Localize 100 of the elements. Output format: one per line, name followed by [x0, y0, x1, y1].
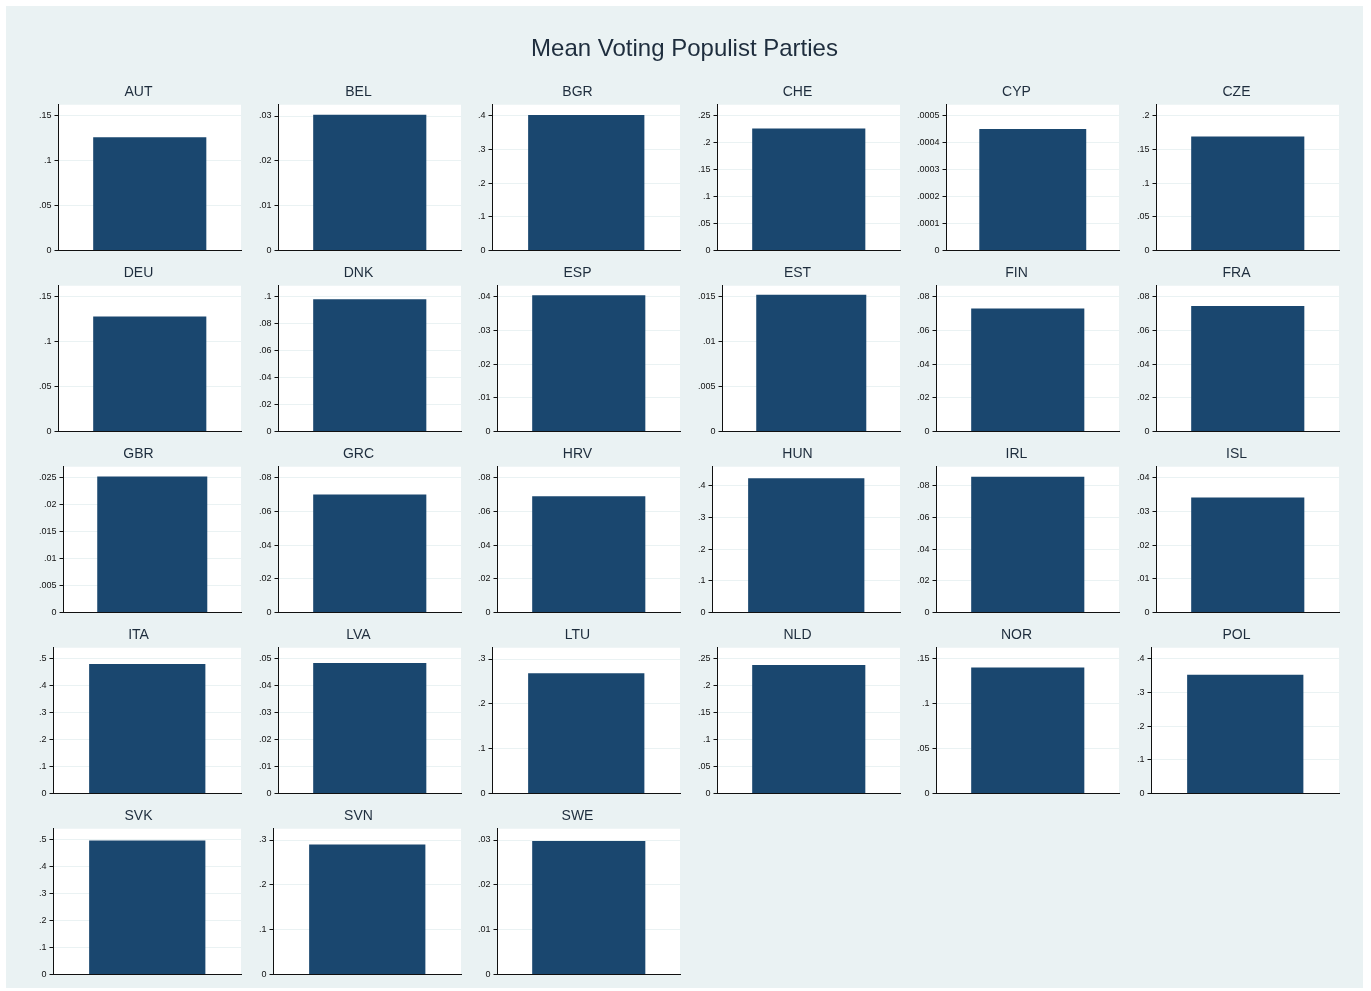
y-tick-label: .03 — [1136, 506, 1150, 517]
y-tick-label: .2 — [258, 879, 267, 890]
y-tick-label: .01 — [44, 553, 57, 564]
chart-title: CHE — [782, 83, 812, 100]
y-tick-label: .02 — [917, 392, 930, 403]
y-tick-label: .4 — [38, 680, 47, 691]
y-tick-label: .25 — [697, 110, 711, 121]
y-tick-label: .2 — [38, 734, 47, 745]
y-tick-label: .3 — [697, 512, 706, 522]
y-tick-label: .02 — [44, 499, 57, 510]
y-tick-label: 0 — [41, 788, 47, 799]
y-tick-label: .03 — [478, 834, 491, 845]
y-tick-label: .02 — [1136, 392, 1150, 403]
chart-title: LTU — [564, 626, 591, 643]
y-tick-label: 0 — [480, 788, 486, 799]
y-tick-label: .5 — [38, 834, 47, 845]
y-tick-label: .01 — [702, 336, 716, 347]
chart-title: NLD — [782, 626, 812, 643]
y-tick-label: .06 — [917, 324, 930, 335]
y-tick-label: .05 — [258, 653, 272, 664]
y-tick-label: .05 — [697, 761, 711, 772]
chart-title: AUT — [124, 83, 153, 100]
y-tick-label: .01 — [258, 200, 272, 211]
y-tick-label: 0 — [924, 788, 930, 799]
chart-title: SWE — [561, 807, 594, 824]
y-tick-label: .15 — [697, 707, 711, 718]
y-tick-label: .15 — [1136, 143, 1150, 154]
y-tick-label: .4 — [697, 480, 706, 491]
y-tick-label: .15 — [39, 110, 52, 121]
y-tick-label: .1 — [1141, 177, 1150, 188]
y-tick-label: .15 — [917, 653, 930, 664]
y-tick-label: 0 — [705, 788, 711, 799]
chart-title: DNK — [343, 264, 374, 281]
y-tick-label: .005 — [697, 381, 716, 392]
y-tick-label: .015 — [38, 526, 57, 537]
y-tick-label: 0 — [485, 969, 491, 980]
y-tick-label: .25 — [697, 653, 711, 664]
chart-title: SVK — [124, 807, 154, 824]
y-tick-label: .03 — [258, 110, 272, 121]
y-tick-label: .02 — [258, 734, 272, 745]
y-tick-label: .04 — [917, 358, 930, 369]
y-tick-label: .1 — [258, 924, 267, 935]
y-tick-label: .2 — [702, 680, 711, 691]
y-tick-label: 0 — [934, 245, 940, 256]
chart-title: IRL — [1005, 445, 1028, 462]
y-tick-label: 0 — [51, 607, 57, 618]
y-tick-label: .06 — [478, 505, 491, 516]
y-tick-label: .1 — [702, 734, 711, 745]
y-tick-label: .04 — [258, 680, 272, 691]
y-tick-label: 0 — [480, 245, 486, 256]
y-tick-label: .3 — [38, 707, 47, 718]
y-tick-label: 0 — [705, 245, 711, 256]
chart-title: NOR — [1000, 626, 1033, 643]
chart-title: ESP — [563, 264, 592, 281]
y-tick-label: .2 — [702, 137, 711, 148]
y-tick-label: 0 — [46, 245, 52, 256]
y-tick-label: .0002 — [916, 191, 940, 202]
y-tick-label: .2 — [1136, 720, 1145, 731]
y-tick-label: 0 — [266, 245, 272, 256]
y-tick-label: .3 — [477, 653, 486, 664]
y-tick-label: .04 — [258, 372, 272, 383]
y-tick-label: .04 — [478, 291, 491, 302]
y-tick-label: .08 — [258, 318, 272, 329]
chart-title: ISL — [1225, 445, 1247, 462]
y-tick-label: .4 — [477, 110, 486, 121]
y-tick-label: .4 — [38, 861, 47, 872]
y-tick-label: .15 — [39, 291, 52, 302]
y-tick-label: .02 — [917, 575, 930, 586]
y-tick-label: .05 — [697, 218, 711, 229]
chart-title: BGR — [562, 83, 593, 100]
y-tick-label: 0 — [710, 426, 716, 437]
y-tick-label: 0 — [1138, 788, 1145, 799]
y-tick-label: .5 — [38, 653, 47, 664]
y-tick-label: .1 — [477, 211, 486, 222]
y-tick-label: 0 — [924, 426, 930, 437]
y-tick-label: .0001 — [916, 218, 940, 229]
y-tick-label: .02 — [478, 573, 491, 584]
y-tick-label: .03 — [478, 325, 491, 336]
y-tick-label: .1 — [44, 155, 52, 166]
y-tick-label: .08 — [258, 472, 272, 483]
y-tick-label: .015 — [697, 291, 716, 302]
y-tick-label: .3 — [1136, 686, 1145, 697]
y-tick-label: .06 — [917, 512, 930, 522]
y-tick-label: .3 — [477, 144, 486, 155]
y-tick-label: .02 — [258, 155, 272, 166]
chart-title: GBR — [123, 445, 154, 462]
y-tick-label: 0 — [266, 607, 272, 618]
y-tick-label: .04 — [1136, 358, 1150, 369]
y-tick-label: .04 — [1136, 472, 1150, 483]
y-tick-label: .08 — [917, 291, 930, 302]
chart-title: GRC — [342, 445, 374, 462]
y-tick-label: .02 — [258, 399, 272, 410]
y-tick-label: .05 — [1136, 211, 1150, 222]
chart-title: FIN — [1005, 264, 1028, 281]
y-tick-label: .02 — [478, 358, 491, 369]
y-tick-label: .04 — [478, 539, 491, 550]
y-tick-label: .08 — [478, 472, 491, 483]
y-tick-label: .05 — [39, 200, 52, 211]
y-tick-label: .04 — [258, 539, 272, 550]
y-tick-label: 0 — [699, 607, 706, 618]
